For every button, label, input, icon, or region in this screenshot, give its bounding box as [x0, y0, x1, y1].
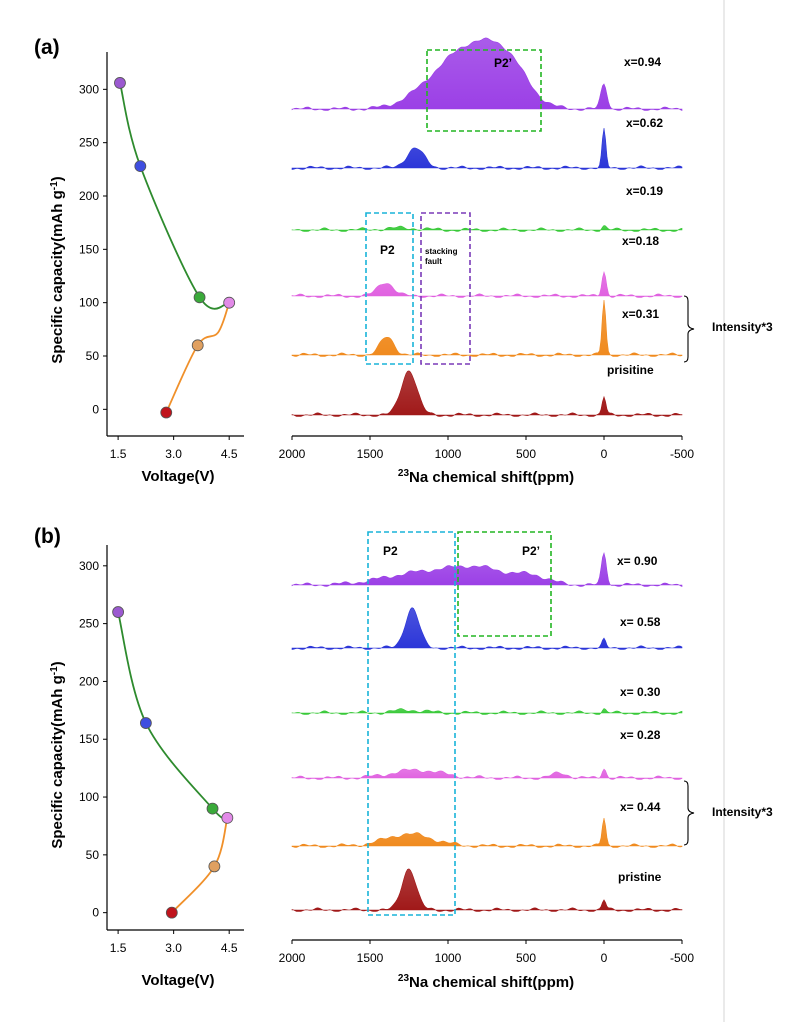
sb-spectrum-0 [291, 551, 683, 587]
sb-xtick-label-1500: 1500 [357, 951, 384, 965]
ylabel-b: Specific capacity(mAh g-1) [49, 661, 66, 848]
vb-ytick-label-250: 250 [79, 617, 99, 631]
p2-label-b: P2 [383, 544, 398, 558]
va-ytick-label-50: 50 [86, 349, 100, 363]
sb-xtick-label-500: 500 [516, 951, 536, 965]
vb-ytick-label-150: 150 [79, 732, 99, 746]
sb-spectrum-1 [291, 607, 683, 650]
nmr-plot-a: 2000 1500 1000 500 0 -500 x=0.94 x=0.62 x=0.19 x=… [279, 37, 694, 461]
sb-xtick-label--500: -500 [670, 951, 694, 965]
sb-series-label-4: x= 0.44 [620, 800, 661, 814]
va-marker-4 [191, 339, 204, 352]
stacking-label-1: stacking [425, 247, 458, 256]
vb-marker-4 [208, 860, 221, 873]
p2prime-label-a: P2’ [494, 56, 512, 70]
sb-xtick-label-1000: 1000 [435, 951, 462, 965]
sa-xtick-label-2000: 2000 [279, 447, 306, 461]
stacking-fault-box-a [420, 212, 471, 365]
ylabel-a: Specific capacity(mAh g-1) [49, 176, 66, 363]
vb-ytick-label-50: 50 [86, 848, 100, 862]
sa-xtick-label-500: 500 [516, 447, 536, 461]
voltage-plot-b: 0 50 100 150 200 250 300 1.5 3.0 4.5 [79, 545, 244, 955]
xlabel-shift-a: 23Na chemical shift(ppm) [398, 468, 574, 486]
va-ytick-label-200: 200 [79, 189, 99, 203]
sb-series-label-3: x= 0.28 [620, 728, 661, 742]
xlabel-shift-b: 23Na chemical shift(ppm) [398, 973, 574, 991]
pristine-label-b: pristine [618, 870, 662, 884]
xlabel-voltage-a: Voltage(V) [141, 468, 214, 485]
sa-xtick-label--500: -500 [670, 447, 694, 461]
sb-spectrum-2 [291, 708, 683, 715]
vb-marker-0 [112, 606, 125, 618]
va-marker-1 [134, 160, 147, 173]
vb-xtick-label-3.0: 3.0 [165, 941, 182, 955]
vb-ytick-label-200: 200 [79, 674, 99, 688]
sa-xtick-label-1000: 1000 [435, 447, 462, 461]
sb-spectrum-5 [291, 868, 683, 912]
p2-label-a: P2 [380, 243, 395, 257]
vb-xtick-label-1.5: 1.5 [110, 941, 127, 955]
sa-xtick-label-0: 0 [601, 447, 608, 461]
sb-xtick-label-0: 0 [601, 951, 608, 965]
sa-spectrum-0 [291, 37, 683, 111]
sa-xtick-label-1500: 1500 [357, 447, 384, 461]
p2prime-box-b [457, 531, 552, 637]
va-ytick-label-300: 300 [79, 82, 99, 96]
va-xtick-label-3.0: 3.0 [165, 447, 182, 461]
va-marker-3 [223, 296, 236, 309]
vb-marker-2 [206, 802, 219, 815]
sa-spectrum-1 [291, 127, 683, 170]
vb-ytick-label-100: 100 [79, 790, 99, 804]
va-ytick-label-100: 100 [79, 296, 99, 310]
va-marker-5 [160, 406, 173, 419]
sb-xtick-label-2000: 2000 [279, 951, 306, 965]
pristine-label-a: prisitine [607, 363, 654, 377]
sa-spectrum-3 [291, 271, 683, 298]
sa-series-label-1: x=0.62 [626, 116, 663, 130]
panel-label-b: (b) [34, 525, 61, 548]
intensity-label-a: Intensity*3 [712, 320, 773, 334]
p2-box-b [367, 531, 456, 916]
va-curve-1 [165, 302, 231, 413]
nmr-plot-b: 2000 1500 1000 500 0 -500 x= 0.90 x= 0.58 x= 0.3… [279, 551, 694, 965]
vb-curve-0 [117, 611, 228, 820]
va-xtick-label-4.5: 4.5 [221, 447, 238, 461]
sa-series-label-0: x=0.94 [624, 55, 661, 69]
panel-label-a: (a) [34, 36, 60, 59]
sa-spectrum-2 [291, 225, 683, 232]
va-ytick-label-150: 150 [79, 242, 99, 256]
xlabel-voltage-b: Voltage(V) [141, 972, 214, 989]
intensity-label-b: Intensity*3 [712, 805, 773, 819]
sa-spectrum-4 [291, 299, 683, 357]
vb-marker-3 [221, 811, 234, 824]
intensity-brace-a [683, 295, 695, 363]
sb-series-label-2: x= 0.30 [620, 685, 661, 699]
p2-box-a [365, 212, 414, 365]
va-marker-2 [193, 291, 206, 304]
sb-series-label-1: x= 0.58 [620, 615, 661, 629]
va-xtick-label-1.5: 1.5 [110, 447, 127, 461]
vb-xtick-label-4.5: 4.5 [221, 941, 238, 955]
vb-ytick-label-0: 0 [92, 906, 99, 920]
va-curve-0 [119, 82, 230, 310]
sa-series-label-4: x=0.31 [622, 307, 659, 321]
p2prime-box-a [426, 49, 542, 132]
vb-marker-1 [139, 717, 152, 729]
intensity-brace-b [683, 780, 695, 846]
sa-spectrum-5 [291, 370, 683, 417]
va-ytick-label-0: 0 [92, 402, 99, 416]
sb-spectrum-4 [291, 817, 683, 848]
sb-series-label-0: x= 0.90 [617, 554, 658, 568]
sb-spectrum-3 [291, 768, 683, 780]
va-marker-0 [114, 77, 126, 89]
p2prime-label-b: P2’ [522, 544, 540, 558]
sa-series-label-3: x=0.18 [622, 234, 659, 248]
stacking-label-2: fault [425, 257, 442, 266]
vb-ytick-label-300: 300 [79, 559, 99, 573]
voltage-plot-a: 0 50 100 150 200 250 300 1.5 3.0 4.5 [79, 52, 244, 461]
va-ytick-label-250: 250 [79, 136, 99, 150]
sa-series-label-2: x=0.19 [626, 184, 663, 198]
vb-marker-5 [165, 906, 178, 919]
